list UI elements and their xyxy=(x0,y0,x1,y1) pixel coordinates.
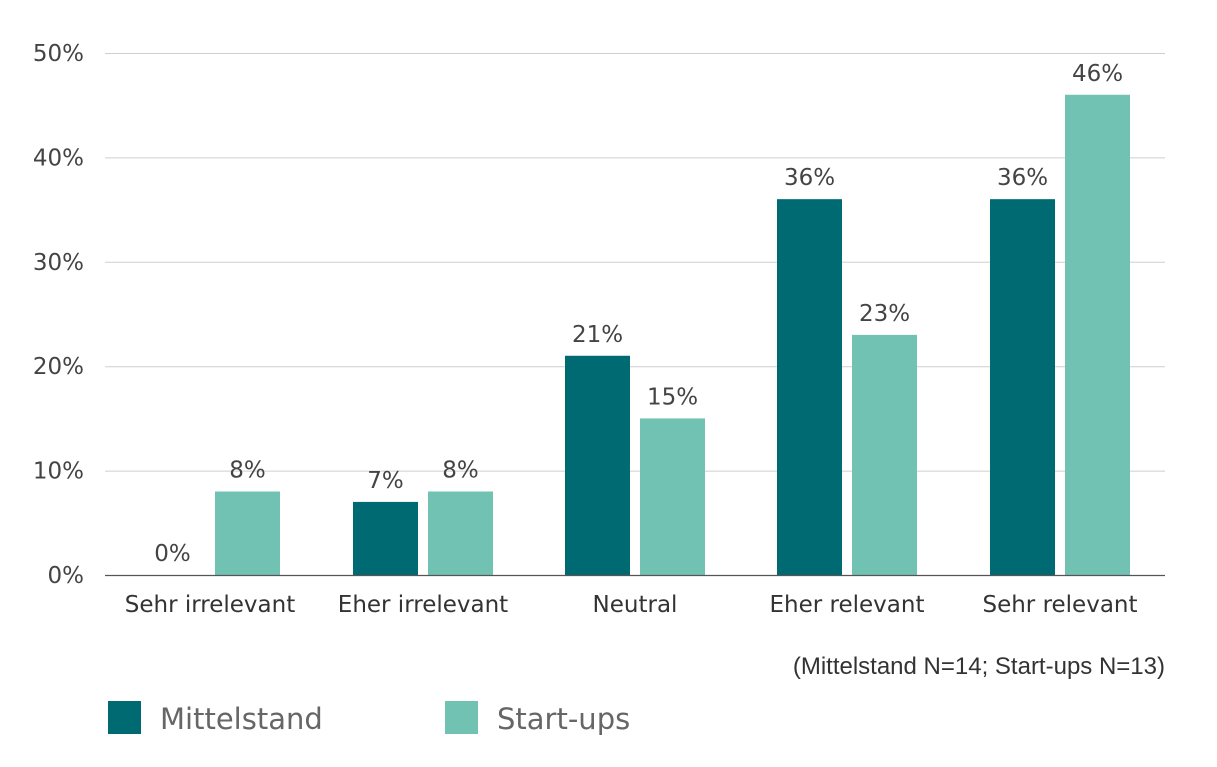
grid-lines xyxy=(105,53,1165,472)
bars xyxy=(215,94,1130,575)
y-tick-label: 10% xyxy=(33,459,84,485)
y-tick-label: 40% xyxy=(33,145,84,171)
data-label-start-ups-sehr-relevant: 46% xyxy=(1072,61,1123,87)
data-label-start-ups-neutral: 15% xyxy=(647,384,698,410)
bar-start-ups-eher-relevant xyxy=(852,334,917,575)
y-tick-label: 50% xyxy=(33,41,84,67)
y-tick-label: 30% xyxy=(33,250,84,276)
y-tick-label: 20% xyxy=(33,354,84,380)
bar-mittelstand-eher-relevant xyxy=(777,199,842,575)
data-label-mittelstand-sehr-irrelevant: 0% xyxy=(154,541,191,567)
legend-label-mittelstand: Mittelstand xyxy=(160,702,323,736)
category-label: Sehr irrelevant xyxy=(125,592,295,618)
category-label: Eher relevant xyxy=(770,592,925,618)
data-label-mittelstand-neutral: 21% xyxy=(572,322,623,348)
legend-swatch-mittelstand xyxy=(108,701,141,734)
data-label-start-ups-eher-irrelevant: 8% xyxy=(442,457,479,483)
legend-swatch-start-ups xyxy=(445,701,478,734)
data-label-start-ups-sehr-irrelevant: 8% xyxy=(229,457,266,483)
data-label-mittelstand-sehr-relevant: 36% xyxy=(997,165,1048,191)
data-label-start-ups-eher-relevant: 23% xyxy=(859,301,910,327)
legend: Mittelstand Start-ups xyxy=(108,701,630,736)
data-labels: 0% 8% 7% 8% 21% 15% 36% 23% 36% 46% xyxy=(154,61,1123,567)
bar-start-ups-sehr-relevant xyxy=(1065,94,1130,575)
data-label-mittelstand-eher-relevant: 36% xyxy=(784,165,835,191)
category-label: Sehr relevant xyxy=(982,592,1137,618)
category-label: Neutral xyxy=(593,592,678,618)
bar-mittelstand-neutral xyxy=(565,355,630,575)
bar-start-ups-eher-irrelevant xyxy=(428,491,493,575)
sample-size-note: (Mittelstand N=14; Start-ups N=13) xyxy=(793,653,1165,680)
data-label-mittelstand-eher-irrelevant: 7% xyxy=(367,468,404,494)
bar-mittelstand-eher-irrelevant xyxy=(353,501,418,575)
y-tick-label: 0% xyxy=(48,563,85,589)
bar-start-ups-neutral xyxy=(640,418,705,575)
category-label: Eher irrelevant xyxy=(338,592,508,618)
category-labels: Sehr irrelevant Eher irrelevant Neutral Ehe… xyxy=(125,592,1138,618)
y-axis-ticks: 0% 10% 20% 30% 40% 50% xyxy=(33,41,84,589)
legend-label-start-ups: Start-ups xyxy=(497,702,630,736)
bar-mittelstand-sehr-relevant xyxy=(990,199,1055,575)
bar-start-ups-sehr-irrelevant xyxy=(215,491,280,575)
